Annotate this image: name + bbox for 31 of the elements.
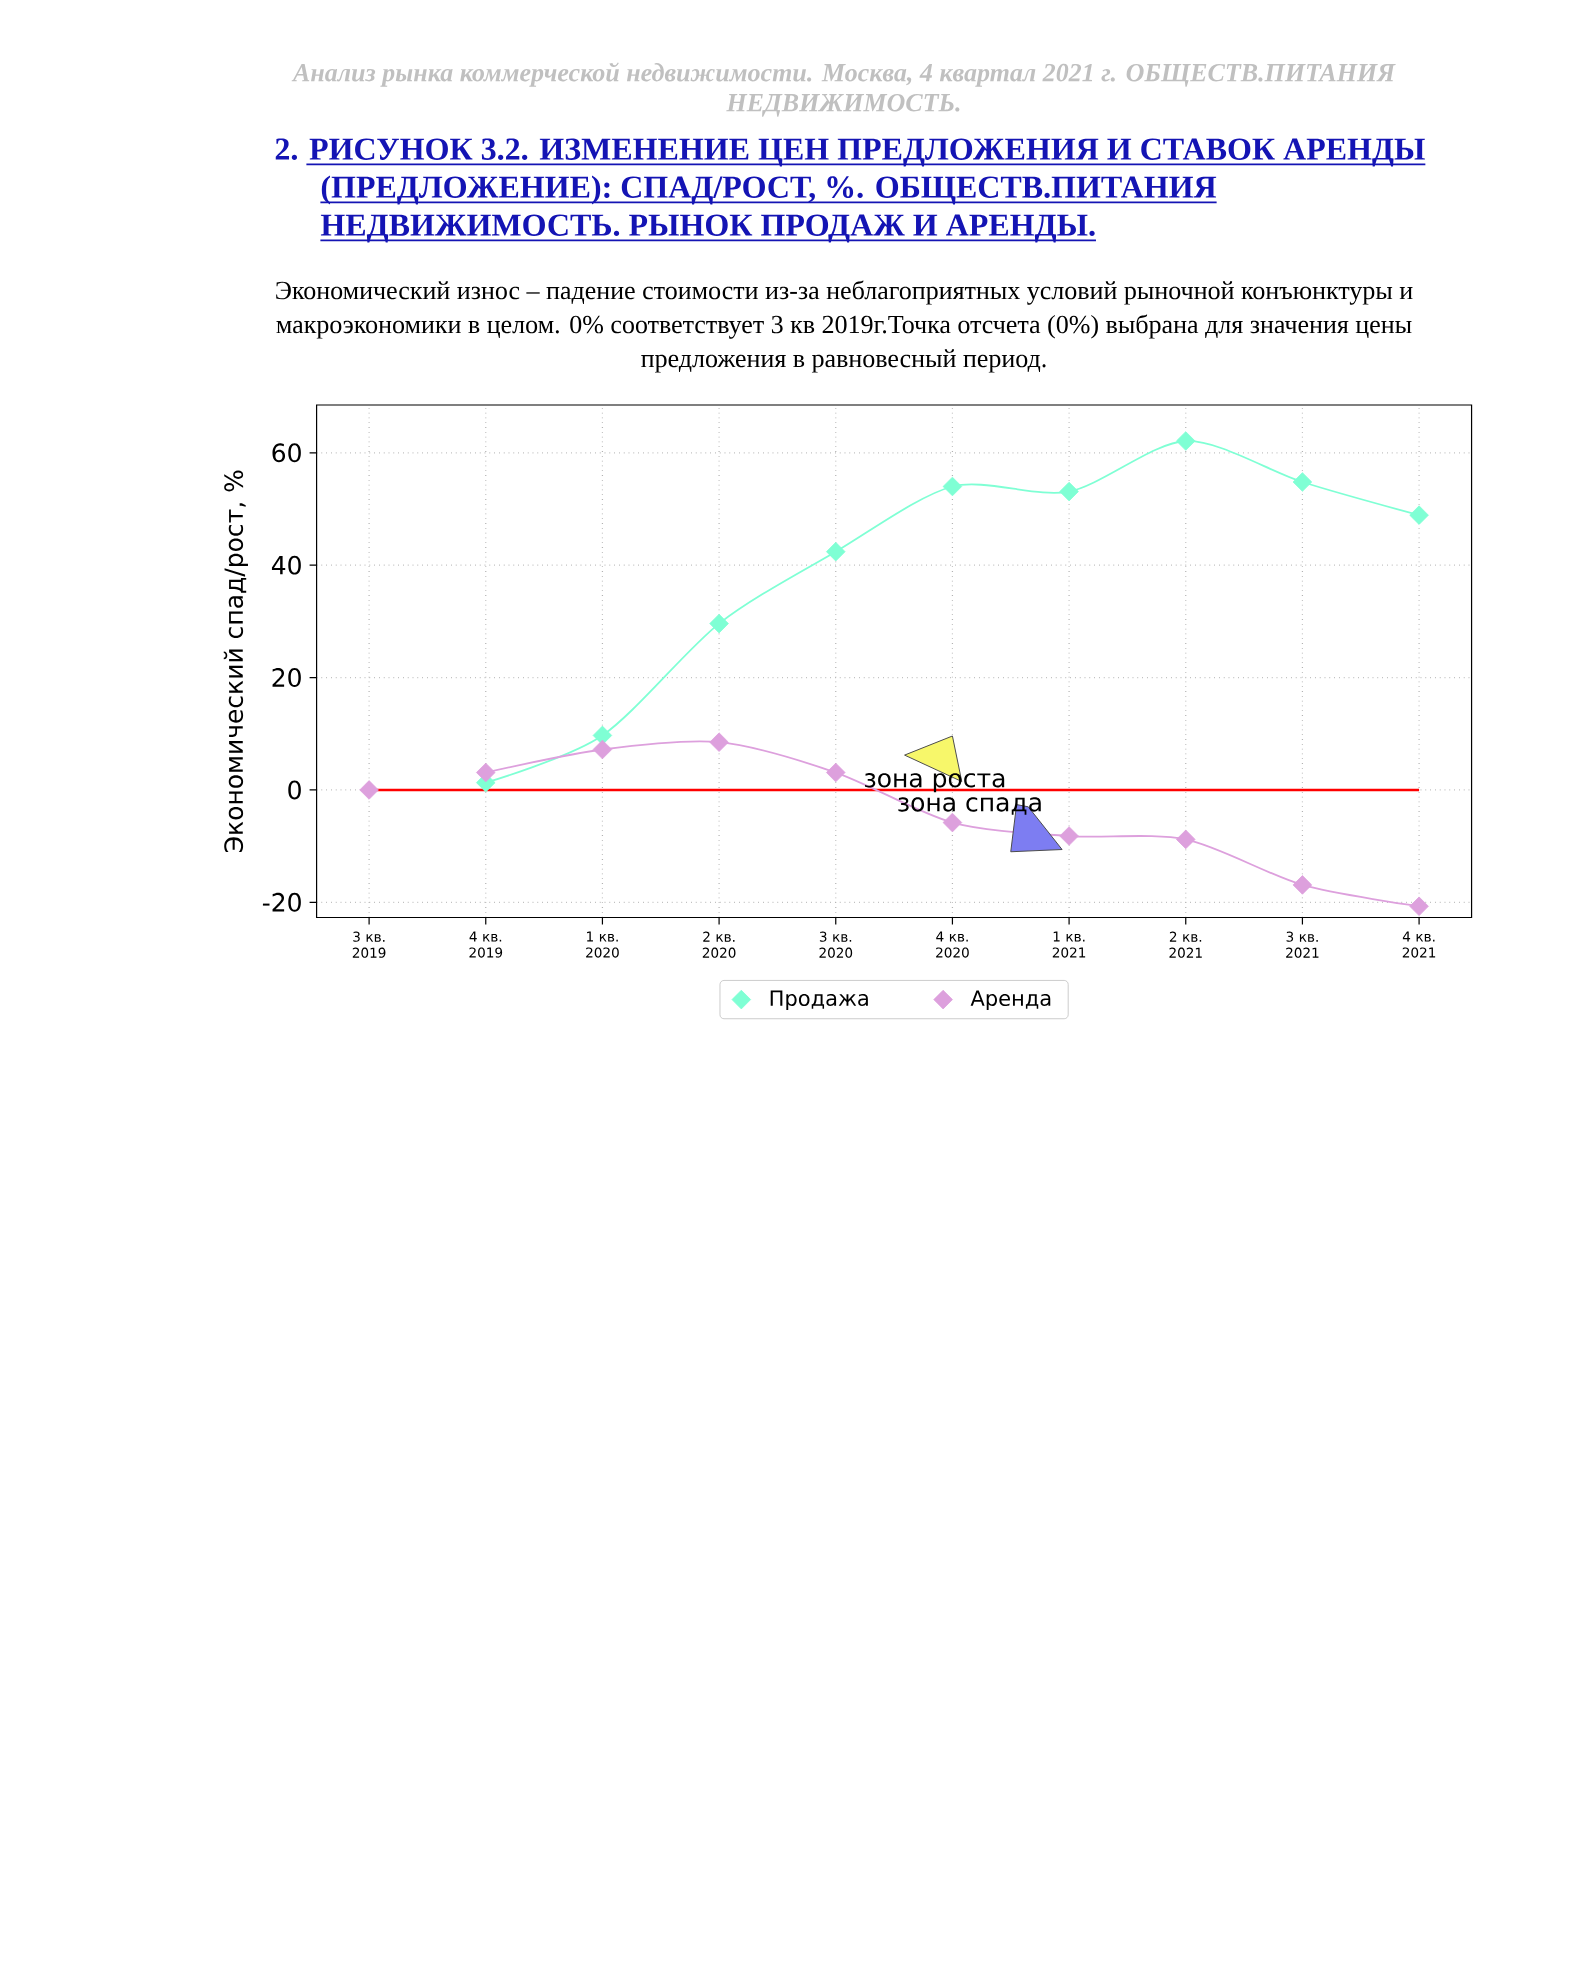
y-tick-label: 20 [272, 668, 301, 688]
point [592, 725, 613, 746]
point [1059, 481, 1079, 502]
point [942, 812, 963, 833]
point [942, 476, 963, 497]
point [826, 762, 846, 783]
y-axis-title: Экономический спад/рост, % [223, 470, 248, 853]
legend-label: Аренда [970, 990, 1051, 1011]
point [1409, 896, 1429, 917]
annotation: зона роста [865, 773, 1005, 793]
point [709, 732, 729, 752]
chart-subtitle: Экономический износ – падение стоимости из-за неблагоприятных условий рыночной конъюнктуры и макроэкономики в целом. 0% соответствует 3 кв 2019г.Точка отсчета (0%) выбрана для значения цены предложения в равновесный период. [276, 280, 1413, 373]
y-tick-label: 60 [272, 443, 301, 463]
point [826, 541, 846, 562]
legend-label: Продажа [770, 990, 868, 1011]
y-tick-label: 40 [271, 555, 301, 575]
point [1059, 826, 1079, 846]
point [592, 739, 613, 760]
point [359, 780, 379, 800]
point [1176, 431, 1196, 451]
annotation: зона спада [898, 797, 1041, 815]
text: Анализ рынка коммерческой недвижимости. Москва, 4 квартал 2021 г. ОБЩЕСТВ.ПИТАНИЯ НЕДВИЖИМОСТЬ. [291, 62, 1396, 117]
point [1409, 505, 1429, 525]
point [1292, 472, 1313, 492]
point [476, 762, 496, 783]
y-tick-label: -20 [262, 892, 301, 912]
y-tick-label: 0 [288, 780, 301, 800]
point [1176, 829, 1196, 850]
point [709, 613, 729, 634]
chart-title: 2. РИСУНОК 3.2. ИЗМЕНЕНИЕ ЦЕН ПРЕДЛОЖЕНИЯ И СТАВОК АРЕНДЫ (ПРЕДЛОЖЕНИЕ): СПАД/РОСТ, %. ОБЩЕСТВ.ПИТАНИЯ НЕДВИЖИМОСТЬ. РЫНОК ПРОДАЖ И АРЕНДЫ. [275, 138, 1425, 243]
point [1292, 875, 1313, 895]
